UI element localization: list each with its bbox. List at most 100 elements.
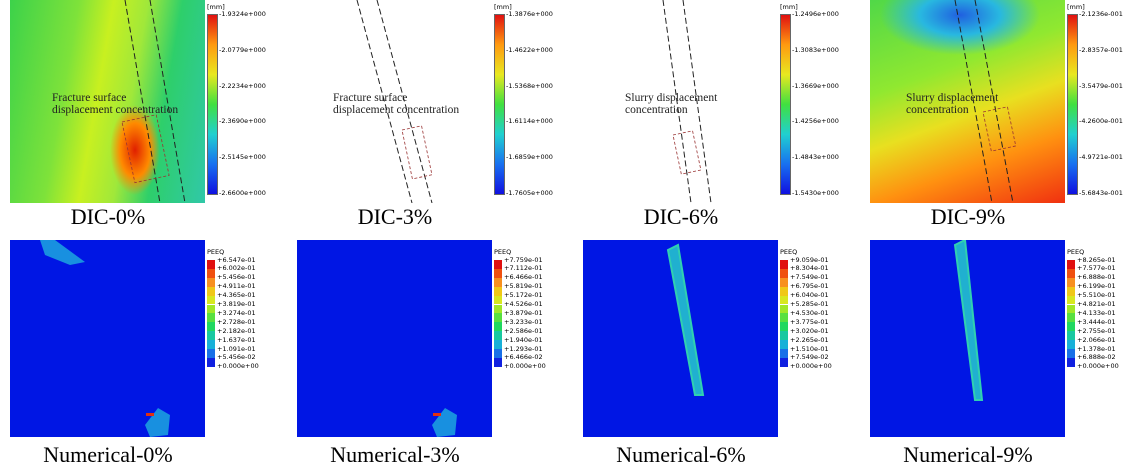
fracture-line: [149, 0, 186, 203]
contour-image: [297, 240, 492, 437]
overlay: [121, 0, 186, 203]
legend-label: +4.530e-01: [790, 308, 829, 317]
legend-label: -4.2600e-001: [1079, 117, 1123, 126]
annotation: concentration: [906, 104, 969, 116]
legend-swatch: [494, 295, 502, 305]
fracture-line: [954, 0, 993, 203]
strain-band: [666, 243, 705, 396]
legend-box: PEEQ +6.547e-01 +6.002e-01 +5.456e-01 +4.911…: [205, 247, 259, 372]
legend-label: -1.2496e+000: [792, 10, 839, 18]
strain-peak: [433, 413, 441, 416]
legend-label: +8.304e-01: [790, 264, 829, 273]
legend-label: -1.3669e+000: [792, 81, 839, 90]
legend-swatch: [494, 268, 502, 278]
unit-label: PEEQ: [207, 248, 225, 256]
legend-label: +8.265e-01: [1077, 255, 1116, 264]
annotation: Fracture surface: [52, 92, 127, 104]
legend-swatch: [494, 286, 502, 296]
legend-label: +4.526e-01: [504, 300, 543, 308]
legend-swatch: [207, 349, 215, 358]
legend-swatch: [1067, 340, 1075, 349]
legend-label: +3.233e-01: [504, 317, 543, 326]
legend-label: -2.2234e+000: [219, 81, 266, 90]
annotation: Fracture surface: [333, 92, 408, 104]
legend-label: -1.3083e+000: [792, 45, 839, 54]
legend-label: +9.059e-01: [790, 255, 829, 264]
legend-label: -1.4843e+000: [792, 153, 839, 162]
legend-label: +0.000e+00: [1077, 362, 1119, 371]
legend-swatch: [207, 304, 215, 314]
legend-label: -2.1236e-001: [1079, 10, 1123, 18]
overlay: [953, 240, 984, 401]
legend-label: +0.000e+00: [504, 362, 546, 371]
legend-swatch: [780, 313, 788, 323]
legend-label: -1.6114e+000: [506, 117, 553, 126]
legend-box: PEEQ +7.759e-01 +7.112e-01 +6.466e-01 +5.819…: [492, 247, 546, 372]
legend-label: +7.549e-01: [790, 273, 829, 282]
legend-label: -2.3690e+000: [219, 117, 266, 126]
legend-label: +4.911e-01: [217, 282, 256, 291]
legend-label: -2.5145e+000: [219, 153, 266, 162]
strain-peak: [146, 413, 154, 416]
legend-swatch: [494, 340, 502, 349]
legend-swatch: [207, 295, 215, 305]
legend-swatch: [1067, 331, 1075, 341]
legend-label: +6.466e-01: [504, 273, 543, 282]
legend-swatch: [780, 277, 788, 287]
fracture-line: [376, 0, 433, 203]
unit-label: [mm]: [494, 3, 512, 11]
caption: Numerical-9%: [903, 442, 1033, 467]
legend-swatch: [207, 277, 215, 287]
legend-label: -3.5479e-001: [1079, 81, 1123, 90]
caption: DIC-0%: [70, 204, 146, 229]
strain-band: [953, 240, 984, 401]
overlay: [432, 408, 457, 437]
legend-swatch: [494, 357, 502, 367]
contour-image: Fracture surface displacement concentrati…: [10, 0, 205, 203]
legend-swatch: [207, 340, 215, 349]
legend-label: +6.199e-01: [1077, 282, 1116, 291]
legend-swatch: [1067, 277, 1075, 287]
legend-label: -1.5368e+000: [506, 81, 553, 90]
legend-swatch: [207, 357, 215, 367]
legend-label: +5.285e-01: [790, 300, 829, 308]
legend-label: +4.821e-01: [1077, 300, 1116, 308]
fracture-line: [356, 0, 413, 203]
legend-label: +1.091e-01: [217, 344, 256, 353]
caption: Numerical-0%: [43, 442, 173, 467]
annotation: Slurry displacement: [625, 92, 718, 104]
legend-swatch: [207, 331, 215, 341]
legend-label: +3.020e-01: [790, 326, 829, 335]
legend-swatch: [207, 286, 215, 296]
legend-label: +1.940e-01: [504, 335, 543, 344]
legend-swatch: [494, 349, 502, 358]
legend-swatch: [1067, 304, 1075, 314]
legend-label: +2.265e-01: [790, 335, 829, 344]
legend-label: +7.549e-02: [790, 353, 829, 362]
legend-label: -1.4622e+000: [506, 45, 553, 54]
legend-label: +3.879e-01: [504, 308, 543, 317]
legend-label: +5.510e-01: [1077, 291, 1116, 300]
colorbar: [780, 14, 791, 195]
legend-label: -2.0779e+000: [219, 45, 266, 54]
legend-label: +4.133e-01: [1077, 308, 1116, 317]
unit-label: [mm]: [1067, 3, 1085, 11]
legend-label: -1.7605e+000: [506, 189, 553, 197]
caption: DIC-9%: [930, 204, 1006, 229]
overlay: [356, 0, 433, 203]
legend-label: +2.586e-01: [504, 326, 543, 335]
legend-label: +1.510e-01: [790, 344, 829, 353]
legend-label: -2.6600e+000: [219, 189, 266, 197]
legend-swatch: [780, 331, 788, 341]
legend-label: -4.9721e-001: [1079, 153, 1123, 162]
legend-label: +5.172e-01: [504, 291, 543, 300]
legend-label: -1.6859e+000: [506, 153, 553, 162]
legend-label: +6.040e-01: [790, 291, 829, 300]
contour-image: Slurry displacement concentration: [583, 0, 778, 203]
region-box: [672, 130, 702, 175]
legend-swatch: [780, 268, 788, 278]
legend-swatch: [207, 260, 215, 269]
contour-image: [10, 240, 205, 437]
annotation: displacement concentration: [52, 104, 179, 116]
caption: Numerical-6%: [616, 442, 746, 467]
